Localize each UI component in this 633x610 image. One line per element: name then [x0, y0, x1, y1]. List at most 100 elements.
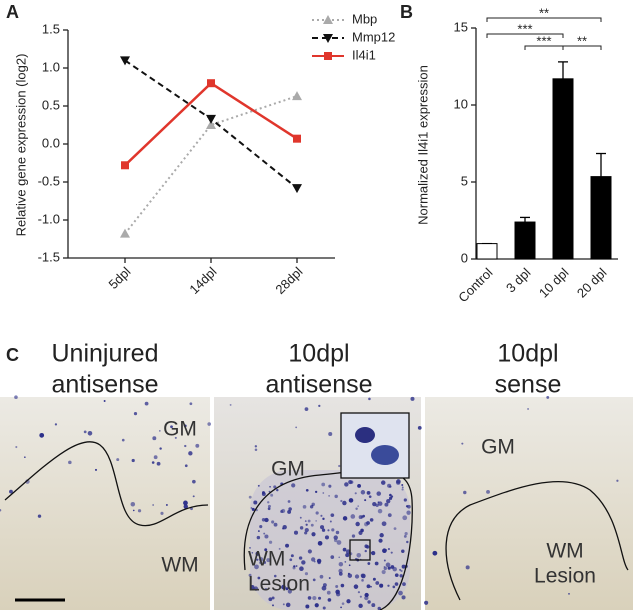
- x-tick-label: 14dpl: [186, 264, 219, 297]
- panel-label: B: [400, 2, 413, 22]
- stain-dot: [322, 492, 325, 494]
- significance-label: ***: [536, 33, 551, 48]
- stain-dot: [324, 535, 329, 540]
- stain-dot: [330, 555, 335, 559]
- image-title: antisense: [51, 371, 158, 399]
- stain-dot: [377, 508, 383, 514]
- stain-dot: [287, 509, 292, 514]
- stain-dot: [340, 499, 343, 503]
- legend-label: Mbp: [352, 11, 377, 26]
- stain-dot: [380, 480, 386, 485]
- stain-dot: [357, 505, 360, 507]
- stain-dot: [248, 495, 252, 499]
- stain-dot: [251, 551, 254, 554]
- stain-dot: [315, 520, 317, 522]
- stain-dot: [338, 568, 343, 574]
- marker: [293, 134, 301, 143]
- stain-dot: [322, 606, 326, 610]
- stain-dot: [151, 461, 155, 464]
- micrograph: [425, 397, 633, 610]
- y-tick-label: 5: [461, 173, 468, 188]
- bar: [552, 78, 574, 260]
- stain-dot: [295, 565, 298, 567]
- stain-dot: [404, 532, 408, 536]
- stain-dot: [328, 494, 331, 497]
- stain-dot: [346, 599, 351, 604]
- stain-dot: [269, 485, 271, 488]
- stain-dot: [387, 547, 390, 551]
- stain-dot: [271, 596, 275, 600]
- stain-dot: [253, 500, 258, 505]
- stain-dot: [400, 569, 403, 573]
- region-label: WM: [248, 548, 285, 571]
- stain-dot: [359, 595, 362, 598]
- stain-dot: [321, 585, 327, 591]
- stain-dot: [349, 480, 354, 484]
- stain-dot: [121, 438, 125, 442]
- stain-dot: [348, 564, 351, 567]
- stain-dot: [374, 561, 379, 566]
- stain-dot: [406, 540, 409, 544]
- stain-dot: [364, 544, 369, 549]
- stain-dot: [402, 582, 406, 586]
- stain-dot: [257, 576, 261, 580]
- stain-dot: [152, 436, 157, 441]
- stain-dot: [285, 543, 290, 548]
- significance-bracket: [562, 45, 602, 50]
- stain-dot: [335, 584, 339, 588]
- stain-dot: [386, 499, 391, 504]
- x-tick-label: Control: [455, 265, 495, 305]
- legend-label: Mmp12: [352, 29, 395, 44]
- stain-dot: [170, 425, 173, 429]
- stain-dot: [188, 451, 193, 456]
- stain-dot: [385, 562, 391, 568]
- stain-dot: [272, 604, 274, 607]
- stain-dot: [377, 501, 383, 506]
- bar: [514, 221, 536, 260]
- stain-dot: [394, 582, 399, 586]
- stain-dot: [486, 489, 490, 494]
- stain-dot: [392, 566, 397, 572]
- stain-dot: [367, 600, 371, 604]
- significance-label: **: [539, 5, 549, 20]
- y-tick-label: 1.0: [42, 59, 60, 74]
- stain-dot: [417, 425, 422, 430]
- x-tick-label: 3 dpl: [503, 265, 534, 296]
- stain-dot: [257, 484, 260, 487]
- boundary: [445, 481, 629, 601]
- stain-dot: [253, 586, 259, 591]
- stain-dot: [381, 521, 387, 527]
- stain-dot: [364, 595, 369, 601]
- stain-dot: [268, 597, 273, 602]
- stain-dot: [9, 489, 13, 494]
- stain-dot: [299, 566, 304, 572]
- stain-dot: [254, 445, 258, 448]
- stain-dot: [276, 488, 279, 492]
- stain-dot: [273, 574, 277, 578]
- bar: [476, 243, 498, 260]
- stain-dot: [54, 423, 58, 426]
- stain-dot: [401, 595, 406, 600]
- stain-dot: [254, 564, 259, 570]
- stain-dot: [183, 504, 188, 509]
- stain-dot: [255, 551, 260, 556]
- y-tick-label: 10: [454, 96, 468, 111]
- stain-dot: [314, 490, 318, 494]
- stain-dot: [335, 530, 340, 535]
- stain-dot: [256, 535, 261, 540]
- marker: [292, 184, 302, 194]
- stain-dot: [327, 598, 332, 602]
- stain-dots: [0, 395, 619, 610]
- stain-dot: [273, 522, 278, 527]
- stain-dot: [318, 404, 321, 408]
- stain-dot: [307, 549, 312, 554]
- significance-label: **: [577, 33, 587, 48]
- bar: [590, 176, 612, 260]
- stain-dot: [268, 540, 273, 544]
- stain-dot: [382, 548, 387, 554]
- stain-dot: [338, 464, 341, 468]
- marker: [207, 79, 215, 88]
- stain-dot: [103, 400, 106, 403]
- stain-dot: [379, 583, 384, 588]
- stain-dot: [307, 519, 311, 523]
